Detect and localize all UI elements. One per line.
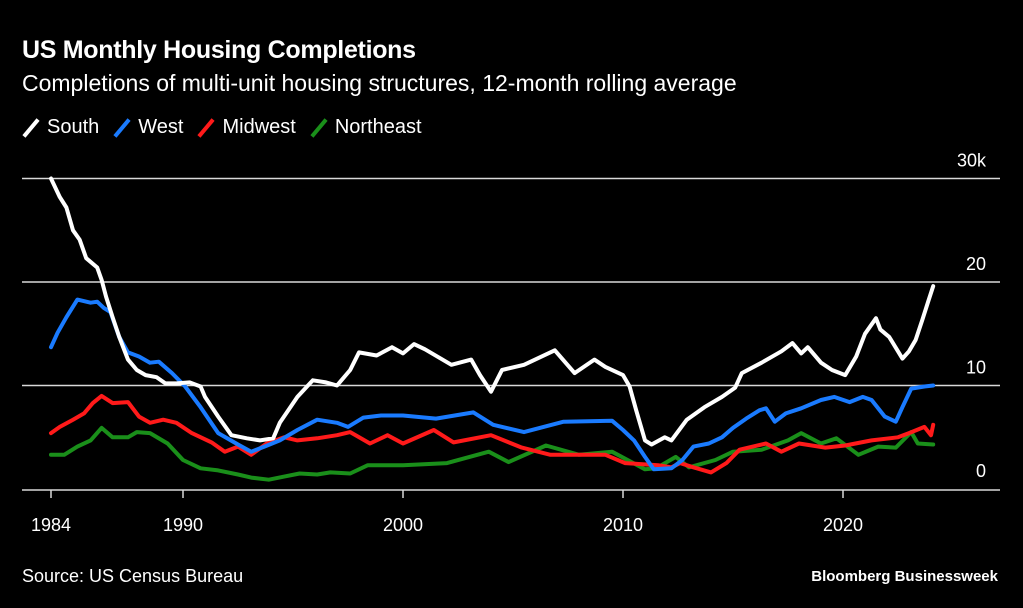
x-tick-label: 1984 — [31, 515, 71, 535]
chart-subtitle: Completions of multi-unit housing struct… — [22, 70, 737, 96]
legend-label-midwest: Midwest — [222, 116, 296, 138]
legend-item-south: South — [22, 116, 99, 139]
y-tick-label: 20 — [966, 254, 986, 274]
y-tick-label: 30k — [957, 151, 987, 171]
series-line-northeast — [49, 425, 936, 482]
x-tick-label: 2000 — [383, 515, 423, 535]
gridlines — [22, 177, 1000, 387]
legend-item-midwest: Midwest — [197, 116, 295, 139]
legend-label-west: West — [138, 116, 184, 138]
x-tick-label: 2010 — [603, 515, 643, 535]
legend: South West Midwest Northeast — [22, 116, 436, 139]
x-axis: 1984 1990 2000 2010 2020 — [22, 489, 1000, 535]
legend-label-south: South — [47, 116, 100, 138]
chart-title: US Monthly Housing Completions — [22, 36, 416, 64]
source-note: Source: US Census Bureau — [22, 566, 244, 586]
series-line-midwest — [49, 393, 936, 475]
legend-item-west: West — [113, 116, 183, 139]
legend-label-northeast: Northeast — [334, 116, 422, 138]
series-lines — [49, 176, 936, 482]
y-axis-labels: 0 10 20 30k — [957, 151, 987, 482]
brand-logo: Bloomberg Businessweek — [811, 568, 998, 585]
y-tick-label: 0 — [976, 461, 986, 481]
series-line-south — [49, 176, 936, 447]
legend-item-northeast: Northeast — [310, 116, 422, 139]
series-line-west — [49, 297, 936, 472]
y-tick-label: 10 — [966, 358, 986, 378]
x-tick-label: 1990 — [163, 515, 203, 535]
x-tick-label: 2020 — [823, 515, 863, 535]
